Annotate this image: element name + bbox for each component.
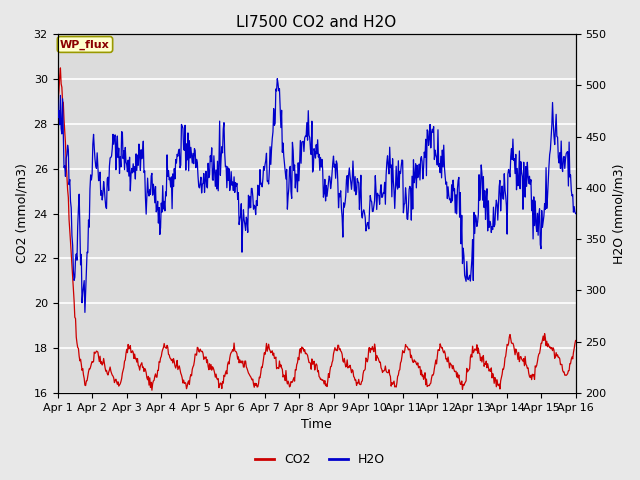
Y-axis label: CO2 (mmol/m3): CO2 (mmol/m3): [15, 164, 28, 264]
Y-axis label: H2O (mmol/m3): H2O (mmol/m3): [612, 163, 625, 264]
Text: WP_flux: WP_flux: [60, 39, 110, 49]
Title: LI7500 CO2 and H2O: LI7500 CO2 and H2O: [236, 15, 397, 30]
X-axis label: Time: Time: [301, 419, 332, 432]
Legend: CO2, H2O: CO2, H2O: [250, 448, 390, 471]
